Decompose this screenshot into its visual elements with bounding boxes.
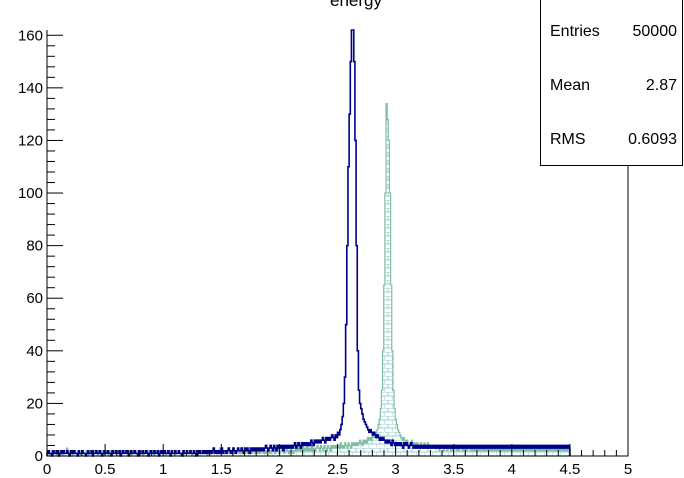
stats-mean-label: Mean bbox=[550, 77, 591, 94]
stats-entries-value: 50000 bbox=[632, 23, 678, 40]
chart-title: energy bbox=[330, 0, 382, 10]
y-tick-label: 120 bbox=[18, 132, 43, 149]
x-tick-label: 1.5 bbox=[211, 461, 232, 478]
axes: 0 0.5 1 1.5 2 2.5 3 3.5 4 4.5 5 0 20 40 60 80 100 120 140 1… bbox=[18, 27, 632, 478]
y-tick-label: 140 bbox=[18, 80, 43, 97]
x-tick-label: 2.5 bbox=[327, 461, 348, 478]
x-tick-label: 2 bbox=[275, 461, 283, 478]
y-tick-label: 20 bbox=[26, 395, 43, 412]
stats-mean-value: 2.87 bbox=[645, 77, 677, 94]
x-tick-label: 5 bbox=[624, 461, 632, 478]
y-tick-label: 0 bbox=[35, 448, 43, 465]
stats-row-mean: Mean 2.87 bbox=[541, 77, 684, 97]
plot-area bbox=[46, 29, 571, 457]
x-tick-label: 0 bbox=[43, 461, 51, 478]
stats-row-entries: Entries 50000 bbox=[541, 23, 684, 43]
stats-rms-value: 0.6093 bbox=[628, 131, 677, 148]
stats-entries-label: Entries bbox=[550, 23, 600, 40]
x-tick-label: 3 bbox=[391, 461, 399, 478]
histogram-filled-series bbox=[46, 103, 571, 457]
y-tick-label: 160 bbox=[18, 27, 43, 44]
stats-box: Entries 50000 Mean 2.87 RMS 0.6093 bbox=[540, 0, 683, 166]
x-tick-label: 4 bbox=[508, 461, 516, 478]
y-tick-label: 40 bbox=[26, 343, 43, 360]
x-tick-label: 0.5 bbox=[95, 461, 116, 478]
histogram-line-series bbox=[46, 29, 571, 457]
x-tick-label: 3.5 bbox=[443, 461, 464, 478]
x-tick-label: 4.5 bbox=[559, 461, 580, 478]
y-tick-label: 80 bbox=[26, 238, 43, 255]
y-tick-label: 60 bbox=[26, 290, 43, 307]
y-tick-label: 100 bbox=[18, 185, 43, 202]
x-tick-label: 1 bbox=[159, 461, 167, 478]
stats-row-rms: RMS 0.6093 bbox=[541, 131, 684, 151]
stats-rms-label: RMS bbox=[550, 131, 586, 148]
